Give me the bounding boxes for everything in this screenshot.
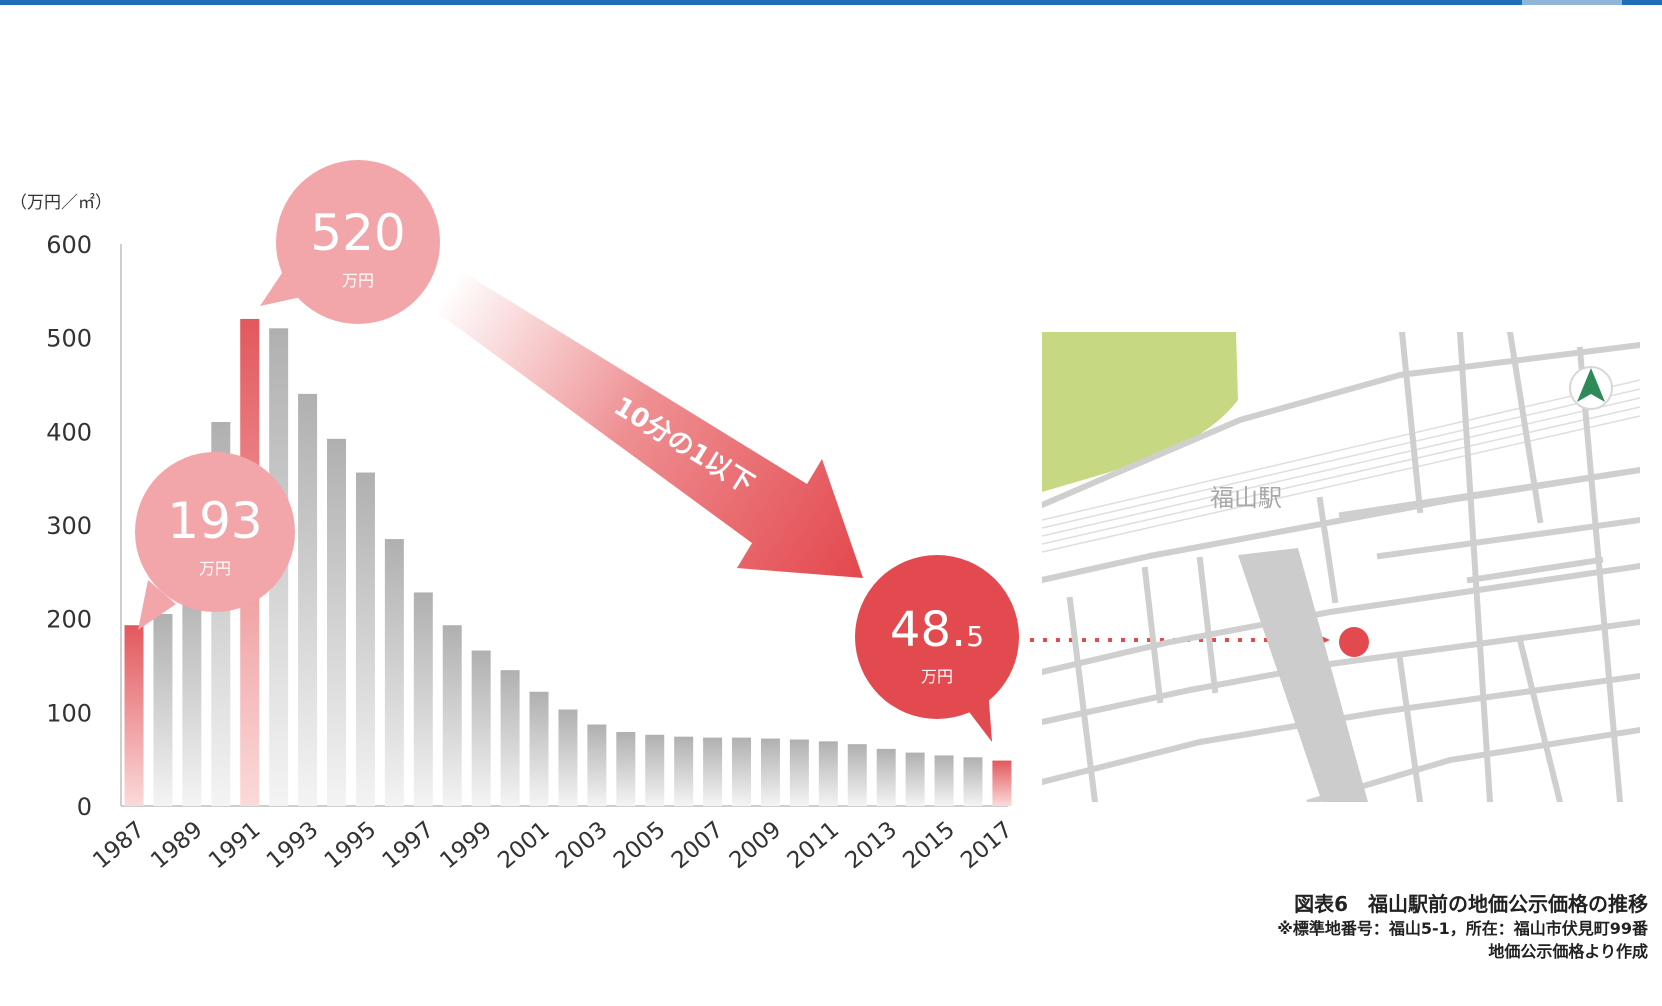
bar-2008 — [732, 737, 752, 806]
callout-start-value: 193 — [167, 492, 262, 550]
bar-1996 — [384, 539, 404, 806]
x-tick-label: 2005 — [609, 817, 671, 875]
bar-2011 — [818, 741, 838, 806]
bar-2009 — [760, 738, 780, 806]
y-tick-label: 400 — [46, 418, 92, 446]
bar-1989 — [182, 581, 202, 806]
y-tick-label: 300 — [46, 512, 92, 540]
y-tick-label: 200 — [46, 606, 92, 634]
y-tick-label: 100 — [46, 699, 92, 727]
callout-start-unit: 万円 — [199, 559, 231, 578]
bar-2015 — [934, 755, 954, 806]
decline-arrow: 10分の1以下 — [438, 272, 863, 578]
y-unit-label: （万円／㎡） — [10, 193, 112, 213]
callout-current-value-small: 5 — [966, 620, 984, 653]
figure-caption: 図表6 福山駅前の地価公示価格の推移 ※標準地番号：福山5-1，所在：福山市伏見… — [1277, 890, 1648, 964]
x-tick-label: 2017 — [956, 817, 1018, 875]
bar-2002 — [558, 709, 578, 806]
bar-2001 — [529, 691, 549, 806]
callout-start-bubble — [135, 452, 295, 612]
bar-1987 — [124, 625, 144, 806]
bar-1993 — [298, 393, 318, 806]
x-tick-label: 2013 — [840, 817, 902, 875]
bar-1994 — [327, 438, 347, 806]
y-tick-label: 0 — [77, 793, 92, 821]
callout-current-unit: 万円 — [921, 667, 953, 686]
callout-peak-value: 520 — [310, 204, 405, 262]
callout-peak-unit: 万円 — [342, 271, 374, 290]
caption-note: ※標準地番号：福山5-1，所在：福山市伏見町99番 — [1277, 919, 1648, 939]
bar-1999 — [471, 650, 491, 806]
x-tick-label: 1987 — [88, 817, 150, 875]
map-location-marker — [1339, 627, 1369, 657]
x-tick-label: 1997 — [378, 817, 440, 875]
callout-current-value-main: 48. — [890, 602, 966, 658]
x-tick-label: 1991 — [204, 817, 266, 875]
top-accent-tab — [1522, 0, 1622, 5]
x-tick-label: 1999 — [435, 817, 497, 875]
bar-2014 — [905, 752, 925, 806]
x-tick-label: 2011 — [783, 817, 845, 875]
y-tick-label: 500 — [46, 325, 92, 353]
bar-2005 — [645, 734, 665, 806]
bar-2017 — [992, 760, 1012, 806]
map-park — [1042, 332, 1238, 492]
callout-peak-tail — [260, 270, 306, 306]
x-tick-label: 1993 — [262, 817, 324, 875]
callout-current-tail — [960, 688, 992, 742]
top-accent-bar — [0, 0, 1662, 5]
north-arrow-icon — [1569, 366, 1613, 410]
callout-current-value: 48.5 — [890, 602, 984, 658]
callout-peak-bubble — [276, 160, 440, 324]
callout-start-tail — [138, 580, 176, 630]
x-tick-labels: 1987198919911993199519971999200120032005… — [88, 817, 1017, 875]
x-tick-label: 1989 — [146, 817, 208, 875]
bar-2006 — [674, 736, 694, 806]
bar-1995 — [355, 472, 375, 806]
bar-2010 — [789, 739, 809, 806]
x-tick-label: 2015 — [898, 817, 960, 875]
bar-2012 — [847, 744, 867, 806]
y-tick-labels: 0 100 200 300 400 500 600 — [46, 231, 92, 821]
decline-arrow-shape — [438, 272, 863, 578]
station-map: 福山駅 — [1042, 332, 1640, 802]
callout-start: 193 万円 — [135, 452, 295, 630]
bar-2013 — [876, 748, 896, 806]
x-tick-label: 2001 — [493, 817, 555, 875]
caption-source: 地価公示価格より作成 — [1488, 942, 1648, 962]
bar-2007 — [703, 737, 723, 806]
bar-2000 — [500, 670, 520, 806]
map-rail-lines — [1042, 379, 1640, 553]
x-tick-label: 2007 — [667, 817, 729, 875]
callout-current: 48.5 万円 — [855, 555, 1019, 742]
x-tick-label: 2003 — [551, 817, 613, 875]
bar-1998 — [442, 625, 462, 806]
callout-current-bubble — [855, 555, 1019, 719]
y-tick-label: 600 — [46, 231, 92, 259]
bar-2003 — [587, 724, 607, 806]
x-tick-label: 1995 — [320, 817, 382, 875]
map-station-building — [1238, 548, 1368, 802]
bar-2016 — [963, 757, 983, 806]
x-tick-label: 2009 — [725, 817, 787, 875]
caption-title: 図表6 福山駅前の地価公示価格の推移 — [1294, 892, 1648, 916]
bar-1988 — [153, 613, 173, 806]
bar-2004 — [616, 732, 636, 806]
bar-1997 — [413, 592, 433, 806]
callout-peak: 520 万円 — [260, 160, 440, 324]
map-station-label: 福山駅 — [1210, 484, 1282, 512]
